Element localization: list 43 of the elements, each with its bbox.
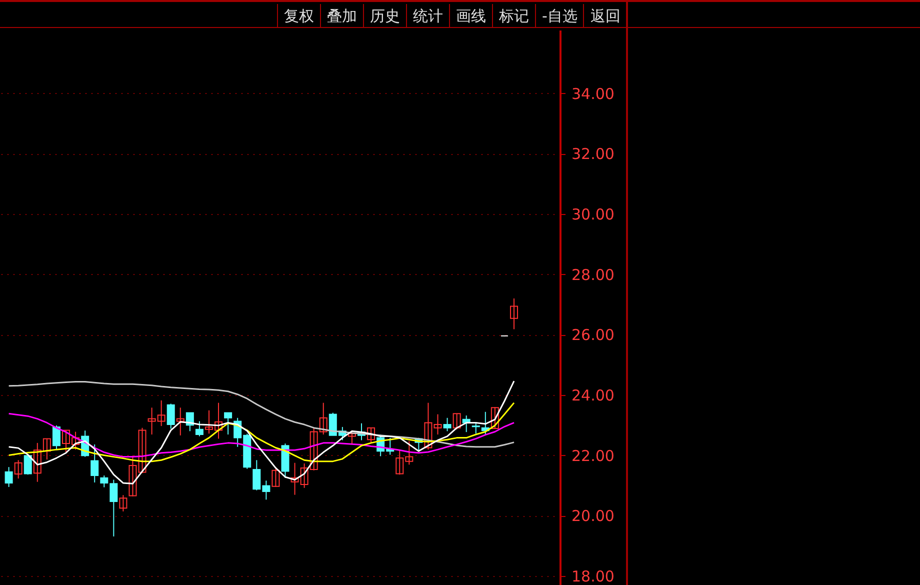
text: -自选 bbox=[535, 4, 584, 28]
text: 返回 bbox=[583, 4, 626, 28]
candlestick bbox=[4, 466, 13, 488]
text: 标记 bbox=[492, 4, 535, 28]
candlestick bbox=[367, 427, 376, 444]
candlestick bbox=[119, 494, 128, 512]
text: 画线 bbox=[449, 4, 492, 28]
line-series bbox=[8, 380, 515, 484]
y-tick-label: 22.00 bbox=[572, 446, 614, 465]
candlestick bbox=[52, 424, 60, 450]
candlestick bbox=[176, 407, 184, 436]
candlestick bbox=[272, 468, 280, 488]
candlestick bbox=[166, 403, 175, 430]
candlestick bbox=[472, 422, 480, 434]
text: 叠加 bbox=[320, 4, 363, 28]
candlestick bbox=[510, 298, 518, 330]
text: 历史 bbox=[363, 4, 406, 28]
candlestick bbox=[224, 412, 232, 435]
candlestick bbox=[14, 460, 22, 480]
line-series bbox=[8, 402, 515, 462]
candlestick bbox=[138, 427, 146, 474]
candlestick bbox=[24, 454, 32, 476]
text: 统计 bbox=[406, 4, 449, 28]
candlestick bbox=[434, 414, 442, 435]
y-tick-label: 34.00 bbox=[572, 84, 614, 103]
y-tick-label: 26.00 bbox=[572, 326, 614, 344]
candlestick bbox=[128, 455, 137, 497]
line-series bbox=[8, 380, 515, 448]
y-tick-label: 30.00 bbox=[572, 205, 614, 224]
candlestick bbox=[490, 406, 499, 430]
candlestick bbox=[443, 417, 452, 432]
candlestick bbox=[90, 444, 99, 483]
y-tick-label: 32.00 bbox=[572, 145, 614, 164]
candlestick bbox=[348, 430, 356, 444]
y-tick-label: 20.00 bbox=[572, 507, 614, 526]
text: 复权 bbox=[277, 4, 320, 28]
candlestick bbox=[195, 420, 204, 437]
line-series bbox=[8, 412, 515, 458]
candlestick bbox=[452, 413, 461, 430]
candlestick bbox=[424, 402, 432, 450]
y-tick-label: 24.00 bbox=[572, 386, 614, 404]
y-tick-label: 18.00 bbox=[572, 567, 614, 585]
y-tick-label: 28.00 bbox=[572, 266, 614, 284]
